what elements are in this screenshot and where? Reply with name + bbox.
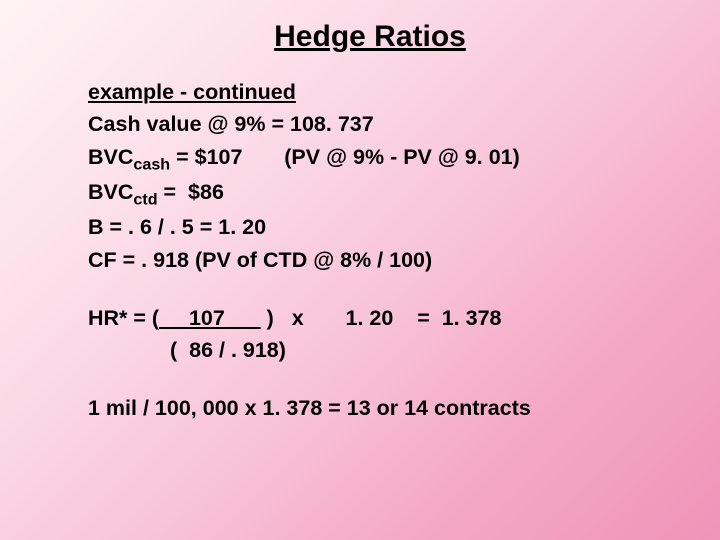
bvc-cash-line: BVCcash = $107 (PV @ 9% - PV @ 9. 01) — [88, 141, 652, 176]
subheading: example - continued — [88, 76, 652, 108]
slide-title: Hedge Ratios — [88, 20, 652, 54]
cash-value-line: Cash value @ 9% = 108. 737 — [88, 108, 652, 140]
bvc-cash-prefix: BVC — [88, 145, 133, 169]
contracts-line: 1 mil / 100, 000 x 1. 378 = 13 or 14 con… — [88, 392, 652, 424]
bvc-ctd-prefix: BVC — [88, 180, 133, 204]
example-block: example - continued Cash value @ 9% = 10… — [88, 76, 652, 276]
b-line: B = . 6 / . 5 = 1. 20 — [88, 211, 652, 243]
bvc-ctd-rest: = $86 — [158, 180, 224, 204]
slide-container: Hedge Ratios example - continued Cash va… — [0, 0, 720, 540]
bvc-cash-sub: cash — [133, 155, 170, 173]
hr-numerator: 107 — [159, 302, 261, 334]
hr-equation-block: HR* = ( 107 ) x 1. 20 = 1. 378 ( 86 / . … — [88, 302, 652, 367]
hr-suffix: ) x 1. 20 = 1. 378 — [261, 306, 502, 330]
slide-body: example - continued Cash value @ 9% = 10… — [88, 76, 652, 425]
hr-denominator-line: ( 86 / . 918) — [88, 334, 652, 366]
cf-line: CF = . 918 (PV of CTD @ 8% / 100) — [88, 244, 652, 276]
hr-numerator-line: HR* = ( 107 ) x 1. 20 = 1. 378 — [88, 302, 652, 334]
bvc-cash-rest: = $107 (PV @ 9% - PV @ 9. 01) — [170, 145, 520, 169]
bvc-ctd-line: BVCctd = $86 — [88, 176, 652, 211]
bvc-ctd-sub: ctd — [133, 190, 157, 208]
hr-prefix: HR* = ( — [88, 306, 159, 330]
